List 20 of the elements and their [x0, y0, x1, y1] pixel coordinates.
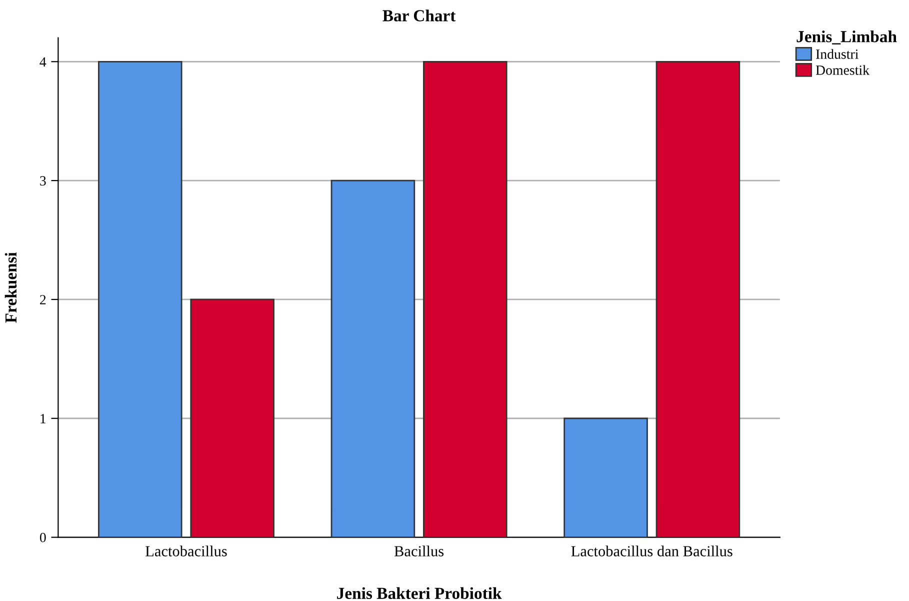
x-tick-label: Bacillus [394, 546, 444, 556]
y-tick-label: 3 [40, 176, 46, 186]
y-tick-label: 0 [40, 532, 46, 542]
y-tick-label: 2 [40, 295, 46, 304]
bar [423, 60, 508, 538]
bar [190, 298, 274, 538]
y-axis-title: Frekuensi [4, 252, 17, 323]
legend-label: Domestik [816, 65, 870, 75]
x-tick-label: Lactobacillus dan Bacillus [571, 546, 732, 556]
chart-title: Bar Chart [382, 10, 456, 22]
y-tick-label: 1 [40, 414, 46, 424]
x-axis-title: Jenis Bakteri Probiotik [337, 587, 502, 599]
bar [330, 180, 416, 538]
y-tick-label: 4 [40, 57, 46, 66]
bar [656, 60, 740, 538]
bar [564, 418, 648, 538]
x-tick-label: Lactobacillus [146, 546, 227, 556]
legend-label: Industri [816, 49, 858, 59]
legend-title: Jenis_Limbah [796, 30, 897, 44]
bar [98, 60, 182, 538]
